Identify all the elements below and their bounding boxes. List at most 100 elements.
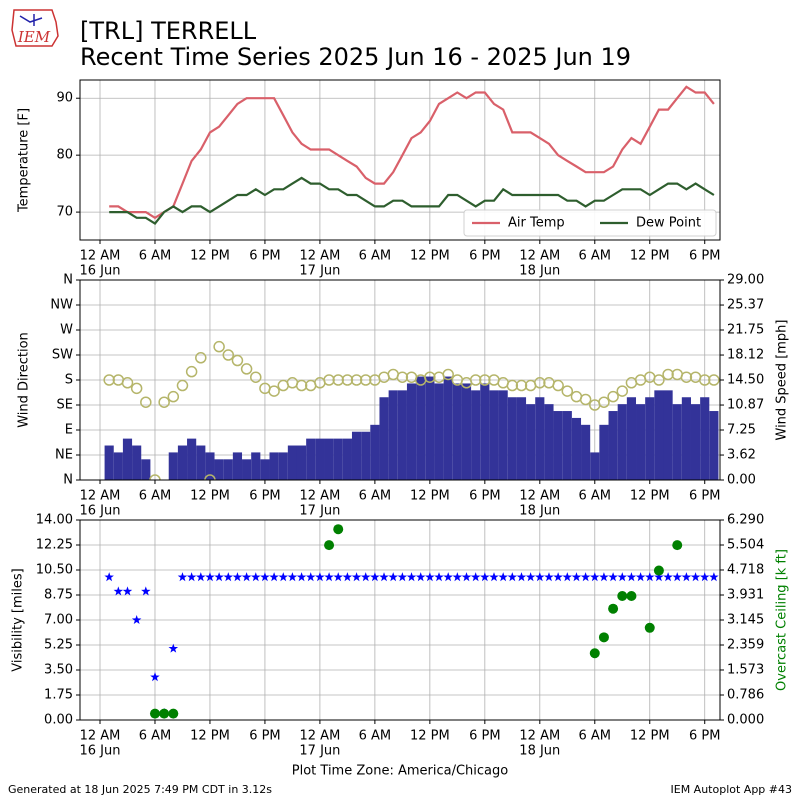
wind-direction-point	[341, 374, 354, 386]
visibility-point	[388, 572, 398, 582]
wind-direction-point	[424, 371, 436, 383]
visibility-point	[663, 572, 673, 582]
ceiling-point	[653, 565, 664, 576]
wind-speed-bar	[333, 438, 343, 480]
visibility-point	[590, 572, 600, 582]
wind-speed-bar	[132, 445, 142, 480]
wind-direction-point	[534, 377, 546, 389]
wind-speed-bar	[406, 383, 417, 480]
wind-direction-point	[103, 374, 115, 386]
wind-speed-bar	[342, 438, 352, 480]
ceiling-point	[589, 648, 600, 659]
y2-tick-label: 10.87	[727, 398, 764, 413]
wind-speed-bar	[260, 459, 270, 480]
wind-speed-bar	[581, 424, 591, 480]
visibility-point	[351, 572, 362, 582]
x-tick-label: 6 PM	[689, 489, 720, 504]
x-tick-label: 6 AM	[139, 249, 172, 264]
visibility-point	[654, 572, 664, 582]
visibility-point	[516, 572, 527, 582]
visibility-point	[324, 572, 334, 582]
y-tick-label: N	[63, 473, 73, 488]
visibility-point	[617, 572, 627, 582]
visibility-point	[672, 572, 682, 582]
y2-axis-label: Wind Speed [mph]	[775, 320, 790, 441]
wind-speed-bar	[379, 397, 389, 480]
wind-speed-bar	[553, 411, 563, 480]
visibility-point	[599, 572, 609, 582]
visibility-point	[196, 572, 206, 582]
wind-direction-point	[195, 352, 207, 364]
y-tick-label: NW	[50, 298, 73, 313]
visibility-point	[370, 572, 380, 582]
y-tick-label: 10.50	[36, 563, 73, 578]
wind-direction-point	[167, 390, 180, 403]
visibility-point	[480, 572, 490, 582]
marks	[104, 524, 719, 719]
x-tick-label: 12 PM	[410, 249, 450, 264]
series-line	[109, 176, 715, 225]
wind-speed-bar	[315, 438, 325, 480]
wind-direction-point	[680, 371, 693, 383]
x-tick-label: 6 PM	[469, 729, 500, 744]
visibility-point	[709, 572, 719, 582]
y2-tick-label: 0.00	[727, 473, 756, 488]
wind-speed-bar	[242, 459, 252, 480]
wind-direction-point	[204, 474, 216, 480]
wind-speed-bar	[516, 397, 527, 480]
y-tick-label: S	[65, 373, 73, 388]
y-tick-label: 8.75	[44, 588, 73, 603]
y-tick-label: 5.25	[44, 638, 73, 653]
x-tick-label: 12 AM	[519, 729, 560, 744]
x-tick-date: 17 Jun	[299, 744, 340, 759]
x-tick-label: 6 PM	[689, 249, 720, 264]
wind-speed-bar	[141, 459, 151, 480]
y-tick-label: 3.50	[44, 663, 73, 678]
wind-direction-point	[479, 374, 491, 386]
x-tick-date: 17 Jun	[299, 264, 340, 279]
visibility-point	[223, 572, 233, 582]
x-tick-label: 12 AM	[80, 489, 121, 504]
y-tick-label: SE	[57, 398, 73, 413]
y-tick-label: 14.00	[36, 513, 73, 528]
y-tick-label: 70	[56, 205, 73, 220]
wind-speed-bar	[700, 397, 710, 480]
wind-speed-bar	[306, 438, 316, 480]
ceiling-point	[159, 708, 170, 719]
y2-tick-label: 1.573	[727, 662, 764, 677]
wind-direction-point	[350, 374, 363, 386]
logo-box	[12, 8, 60, 50]
wind-speed-bar	[626, 397, 637, 480]
wind-speed-bar	[599, 424, 609, 480]
wind-speed-bar	[617, 404, 627, 480]
wind-speed-bar	[278, 452, 288, 480]
ceiling-point	[333, 524, 344, 535]
y-tick-label: NE	[55, 448, 73, 463]
y2-tick-label: 3.62	[727, 448, 756, 463]
x-tick-label: 12 PM	[190, 489, 230, 504]
x-tick-label: 6 PM	[249, 249, 280, 264]
y-tick-label: 7.00	[44, 613, 73, 628]
x-tick-label: 6 PM	[249, 489, 280, 504]
wind-speed-bar	[608, 411, 618, 480]
visibility-point	[470, 572, 481, 582]
wind-direction-point	[506, 379, 519, 392]
y2-tick-label: 21.75	[727, 323, 764, 338]
x-tick-label: 12 PM	[630, 489, 670, 504]
x-tick-label: 12 AM	[300, 249, 341, 264]
visibility-point	[361, 572, 371, 582]
visibility-point	[544, 572, 554, 582]
visibility-point	[232, 572, 243, 582]
x-tick-date: 16 Jun	[80, 264, 121, 279]
y-tick-label: N	[63, 273, 73, 288]
wind-direction-point	[552, 379, 564, 392]
visibility-point	[186, 572, 197, 582]
visibility-point	[690, 572, 701, 582]
visibility-point	[626, 572, 637, 582]
wind-speed-bar	[461, 383, 472, 480]
y-tick-label: W	[60, 323, 73, 338]
marks	[103, 340, 720, 480]
visibility-point	[122, 586, 133, 596]
wind-direction-point	[708, 374, 720, 386]
wind-direction-point	[231, 354, 244, 367]
